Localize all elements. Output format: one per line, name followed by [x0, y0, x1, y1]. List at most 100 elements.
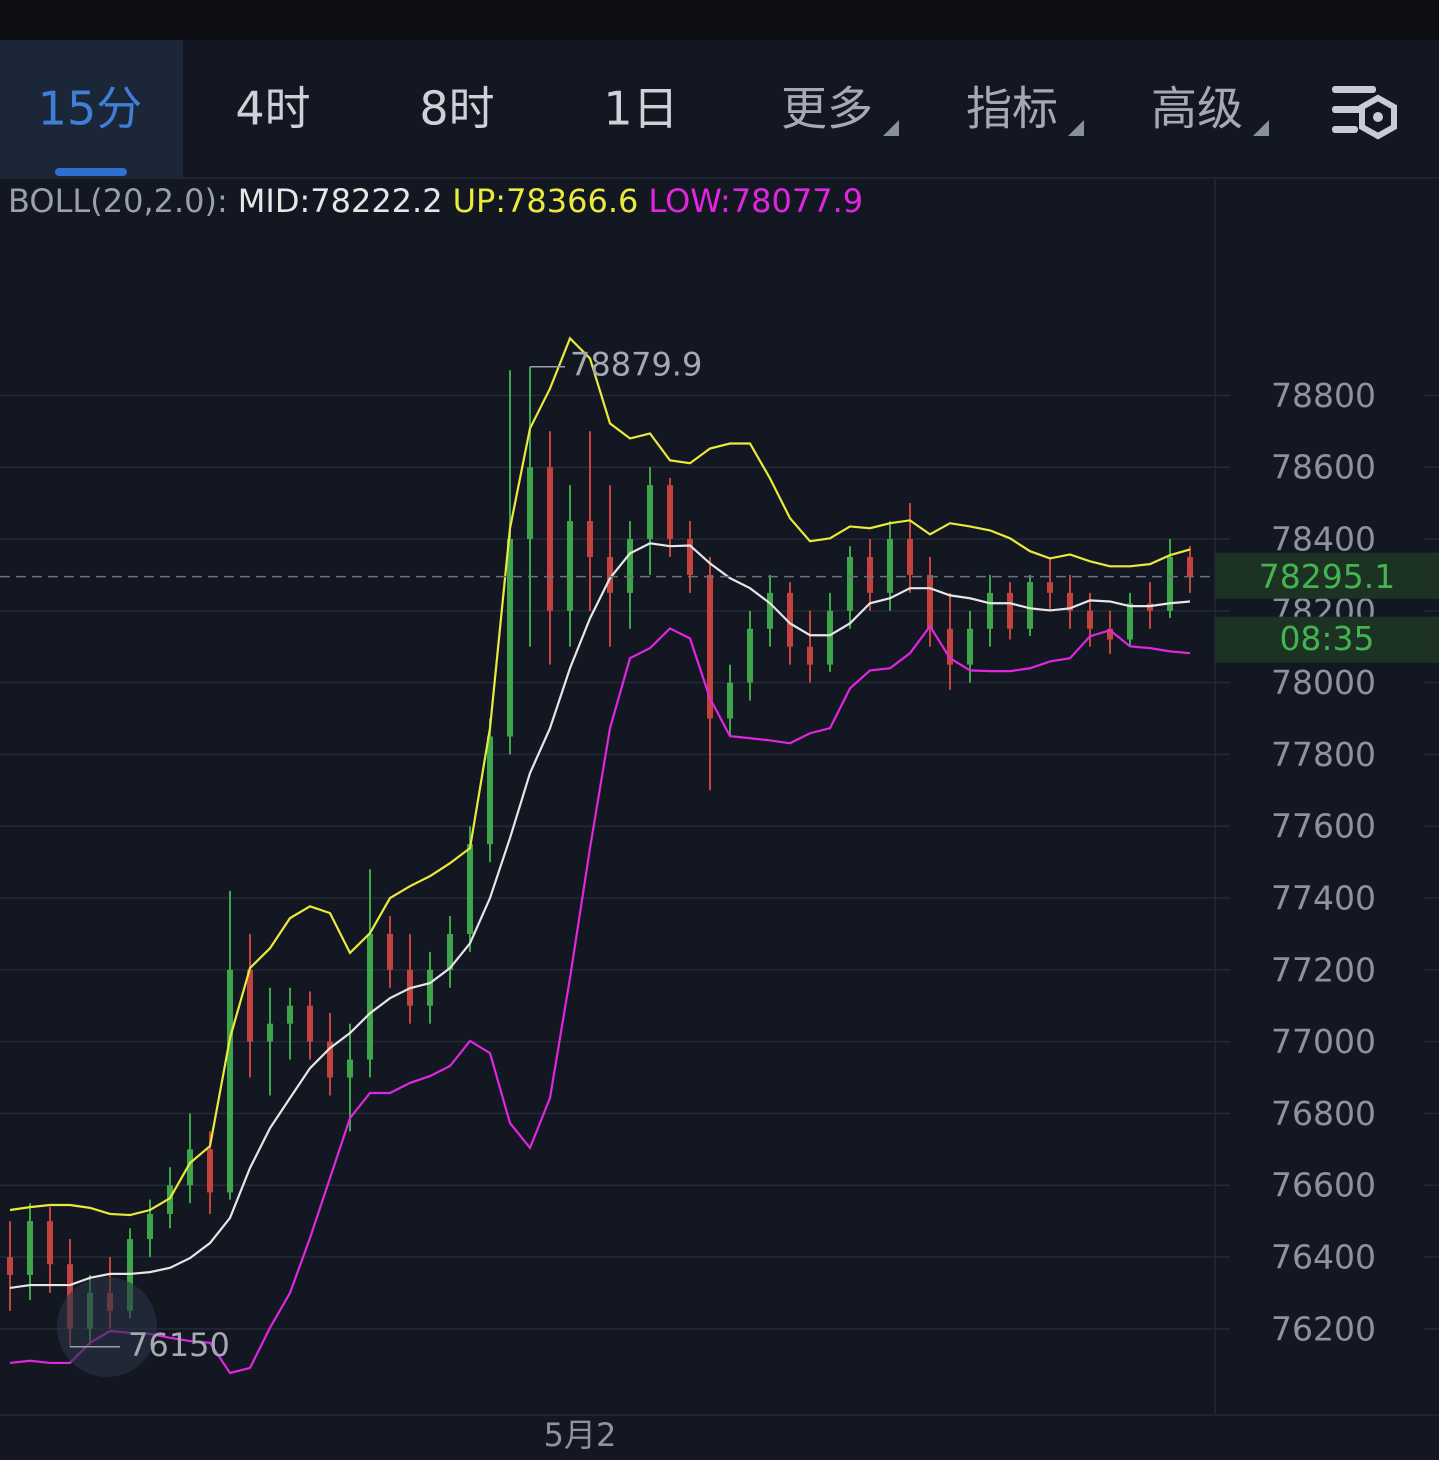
- candle-body: [547, 467, 553, 611]
- candle-body: [847, 556, 853, 611]
- candle-body: [807, 646, 813, 665]
- candle-body: [27, 1221, 33, 1275]
- candle-body: [227, 969, 233, 1193]
- candle-body: [627, 539, 633, 593]
- candle-body: [307, 1005, 313, 1042]
- y-tick-label: 77400: [1271, 879, 1376, 918]
- candle-body: [327, 1041, 333, 1078]
- low-label: 76150: [128, 1326, 230, 1364]
- countdown-label: 08:35: [1279, 619, 1374, 658]
- candle-body: [1107, 628, 1113, 640]
- candle-body: [207, 1149, 213, 1193]
- indicator-legend-text: BOLL(20,2.0): MID:78222.2 UP:78366.6 LOW:78…: [8, 182, 863, 220]
- candle-body: [987, 592, 993, 629]
- candle-body: [147, 1213, 153, 1240]
- active-tab-bg: [0, 40, 183, 178]
- y-tick-label: 78400: [1271, 520, 1376, 559]
- price-box: [1215, 552, 1439, 599]
- y-tick-label: 76800: [1271, 1094, 1376, 1133]
- candle-body: [747, 628, 753, 683]
- candle-body: [7, 1257, 13, 1275]
- candle-body: [887, 539, 893, 593]
- price-label: 78295.1: [1259, 557, 1395, 596]
- boll-line: [9, 336, 1191, 1217]
- y-tick-label: 77000: [1271, 1022, 1376, 1061]
- boll-line: [9, 624, 1191, 1375]
- candle-body: [727, 682, 733, 719]
- candle-body: [787, 592, 793, 647]
- candle-body: [1027, 582, 1033, 629]
- candle-body: [1167, 556, 1173, 611]
- candle-body: [47, 1221, 53, 1265]
- dropdown-caret: [1253, 120, 1269, 136]
- tab[interactable]: 高级: [1151, 82, 1243, 136]
- y-tick-label: 78600: [1271, 448, 1376, 487]
- candle-body: [907, 539, 913, 575]
- candle-body: [927, 574, 933, 629]
- legend-item: UP:78366.6: [453, 182, 639, 220]
- y-tick-label: 77800: [1271, 735, 1376, 774]
- candle-body: [447, 933, 453, 970]
- candle-body: [1047, 582, 1053, 593]
- candle-body: [767, 592, 773, 629]
- y-tick-label: 78800: [1271, 376, 1376, 415]
- candle-body: [687, 539, 693, 575]
- y-tick-label: 76200: [1271, 1309, 1376, 1348]
- y-tick-label: 76600: [1271, 1166, 1376, 1205]
- candle-body: [1067, 592, 1073, 611]
- candle-body: [267, 1023, 273, 1042]
- y-tick-label: 77200: [1271, 950, 1376, 989]
- candle-body: [667, 485, 673, 540]
- candle-body: [647, 485, 653, 540]
- y-tick-label: 76400: [1271, 1238, 1376, 1277]
- dropdown-caret: [883, 120, 899, 136]
- settings-icon[interactable]: [1332, 86, 1397, 140]
- candle-body: [1187, 556, 1193, 577]
- tab[interactable]: 15分: [38, 82, 143, 136]
- candle-body: [247, 969, 253, 1042]
- candle-body: [387, 933, 393, 970]
- candle-body: [287, 1005, 293, 1024]
- floating-button[interactable]: [57, 1277, 157, 1377]
- y-tick-label: 77600: [1271, 807, 1376, 846]
- candle-body: [587, 521, 593, 557]
- candle-body: [947, 628, 953, 665]
- candle-body: [427, 969, 433, 1006]
- candle-body: [507, 539, 513, 737]
- candle-body: [527, 467, 533, 540]
- high-label: 78879.9: [570, 346, 702, 384]
- overlay: 78879.9 76150 78295.1 08:35: [0, 346, 1439, 1364]
- status-bar: [0, 0, 1439, 40]
- candle-body: [867, 556, 873, 593]
- candle-body: [607, 556, 613, 593]
- tab[interactable]: 指标: [966, 82, 1058, 136]
- tab[interactable]: 更多: [781, 82, 873, 136]
- dropdown-caret: [1068, 120, 1084, 136]
- y-tick-label: 78000: [1271, 663, 1376, 702]
- candle-body: [487, 736, 493, 845]
- candle-body: [567, 521, 573, 611]
- tab[interactable]: 8时: [419, 82, 494, 136]
- boll-line: [9, 542, 1191, 1289]
- legend-item: LOW:78077.9: [648, 182, 863, 220]
- candle-body: [967, 628, 973, 665]
- candle-body: [347, 1059, 353, 1078]
- legend-item: MID:78222.2: [238, 182, 443, 220]
- indicator-legend: BOLL(20,2.0): MID:78222.2 UP:78366.6 LOW:78…: [8, 182, 863, 220]
- countdown-box: [1215, 616, 1439, 663]
- candle-body: [827, 610, 833, 665]
- active-tab-indicator: [55, 168, 127, 176]
- candle-body: [1007, 592, 1013, 629]
- tab[interactable]: 4时: [235, 82, 310, 136]
- candle-body: [187, 1149, 193, 1186]
- candle-body: [1127, 603, 1133, 640]
- candle-body: [707, 574, 713, 719]
- tab[interactable]: 1日: [603, 82, 678, 136]
- candle-body: [467, 844, 473, 934]
- x-tick-label: 5月2: [544, 1416, 617, 1454]
- candle-body: [367, 933, 373, 1060]
- legend-item: BOLL(20,2.0):: [8, 182, 228, 220]
- tabs: 15分 4时 8时 1日 更多 指标 高级: [38, 82, 1269, 136]
